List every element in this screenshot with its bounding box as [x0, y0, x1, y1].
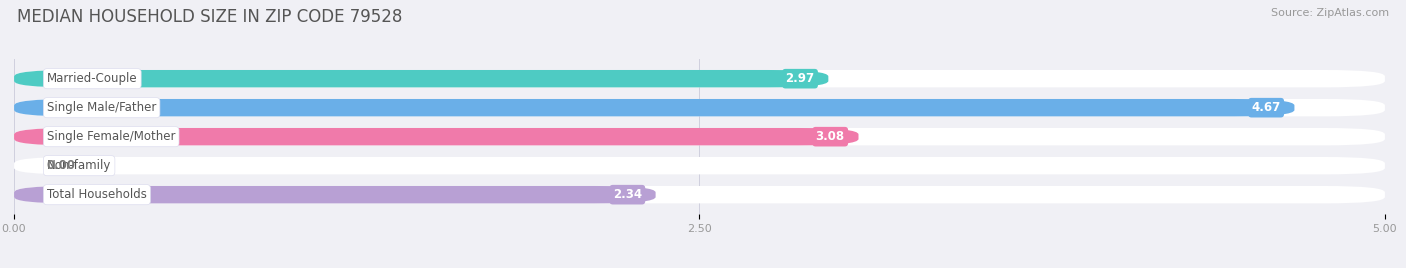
Text: Married-Couple: Married-Couple	[46, 72, 138, 85]
FancyBboxPatch shape	[14, 99, 1385, 116]
FancyBboxPatch shape	[14, 128, 859, 145]
Text: Non-family: Non-family	[46, 159, 111, 172]
FancyBboxPatch shape	[14, 186, 655, 203]
FancyBboxPatch shape	[14, 70, 828, 87]
Text: 0.00: 0.00	[46, 159, 76, 172]
Text: 2.97: 2.97	[786, 72, 814, 85]
Text: MEDIAN HOUSEHOLD SIZE IN ZIP CODE 79528: MEDIAN HOUSEHOLD SIZE IN ZIP CODE 79528	[17, 8, 402, 26]
FancyBboxPatch shape	[14, 99, 1295, 116]
Text: Total Households: Total Households	[46, 188, 146, 201]
Text: 3.08: 3.08	[815, 130, 845, 143]
FancyBboxPatch shape	[14, 157, 1385, 174]
Text: 4.67: 4.67	[1251, 101, 1281, 114]
FancyBboxPatch shape	[14, 186, 1385, 203]
Text: Source: ZipAtlas.com: Source: ZipAtlas.com	[1271, 8, 1389, 18]
Text: Single Male/Father: Single Male/Father	[46, 101, 156, 114]
Text: Single Female/Mother: Single Female/Mother	[46, 130, 176, 143]
FancyBboxPatch shape	[14, 128, 1385, 145]
Text: 2.34: 2.34	[613, 188, 643, 201]
FancyBboxPatch shape	[14, 70, 1385, 87]
